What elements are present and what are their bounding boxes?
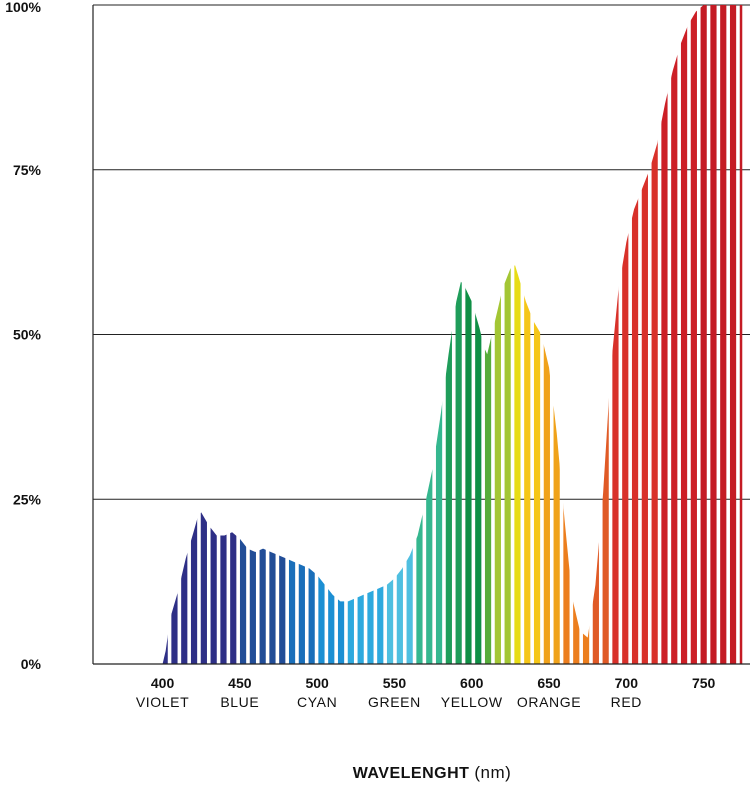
- spectrum-stripe: [475, 5, 482, 664]
- x-tick-label: 600: [460, 675, 484, 691]
- x-axis-unit: (nm): [474, 763, 511, 782]
- spectrum-stripe: [739, 5, 743, 664]
- spectrum-stripe: [631, 5, 639, 664]
- spectrum-stripe: [524, 5, 531, 664]
- x-color-name: BLUE: [220, 694, 259, 710]
- spectrum-stripe: [622, 5, 629, 664]
- spectrum-stripe: [720, 5, 727, 664]
- y-tick-label: 75%: [13, 162, 42, 178]
- spectrum-stripe: [690, 5, 697, 664]
- x-color-name: VIOLET: [136, 694, 189, 710]
- spectrum-stripe: [641, 5, 648, 664]
- spectrum-stripe: [612, 5, 619, 664]
- spectrum-stripe: [729, 5, 737, 664]
- spectrum-stripe: [651, 5, 658, 664]
- x-tick-label: 700: [615, 675, 639, 691]
- axes: [92, 5, 750, 665]
- spectrum-stripe: [710, 5, 717, 664]
- spectrum-stripe: [455, 5, 462, 664]
- x-axis-title: WAVELENGHT (nm): [353, 763, 512, 782]
- x-tick-label: 500: [305, 675, 329, 691]
- x-axis-ticks: 400 VIOLET 450 BLUE 500 CYAN 550 GREEN 600 YELLOW…: [136, 675, 716, 710]
- y-tick-label: 100%: [5, 0, 41, 15]
- x-color-name: RED: [611, 694, 642, 710]
- x-color-name: YELLOW: [441, 694, 503, 710]
- x-tick-label: 750: [692, 675, 716, 691]
- x-axis-title-text: WAVELENGHT: [353, 765, 470, 782]
- y-tick-label: 0%: [21, 656, 42, 672]
- spectrum-stripe: [533, 5, 541, 664]
- spectrum-stripe: [700, 5, 707, 664]
- grid-lines: [93, 4, 750, 500]
- x-tick-label: 400: [151, 675, 175, 691]
- x-color-name: CYAN: [297, 694, 337, 710]
- x-color-name: GREEN: [368, 694, 421, 710]
- x-tick-label: 550: [383, 675, 407, 691]
- y-tick-label: 25%: [13, 491, 42, 507]
- spectrum-stripe: [494, 5, 501, 664]
- y-axis-ticks: 0% 25% 50% 75% 100%: [5, 0, 41, 672]
- spectrum-stripe: [465, 5, 472, 664]
- spectrum-stripe: [680, 5, 688, 664]
- spectrum-stripe: [661, 5, 668, 664]
- y-tick-label: 50%: [13, 327, 42, 343]
- x-tick-label: 450: [228, 675, 252, 691]
- spectrum-stripe: [671, 5, 678, 664]
- x-tick-label: 650: [537, 675, 561, 691]
- spectrum-stripe: [504, 5, 511, 664]
- spectrum-stripe: [514, 5, 521, 664]
- x-color-name: ORANGE: [517, 694, 581, 710]
